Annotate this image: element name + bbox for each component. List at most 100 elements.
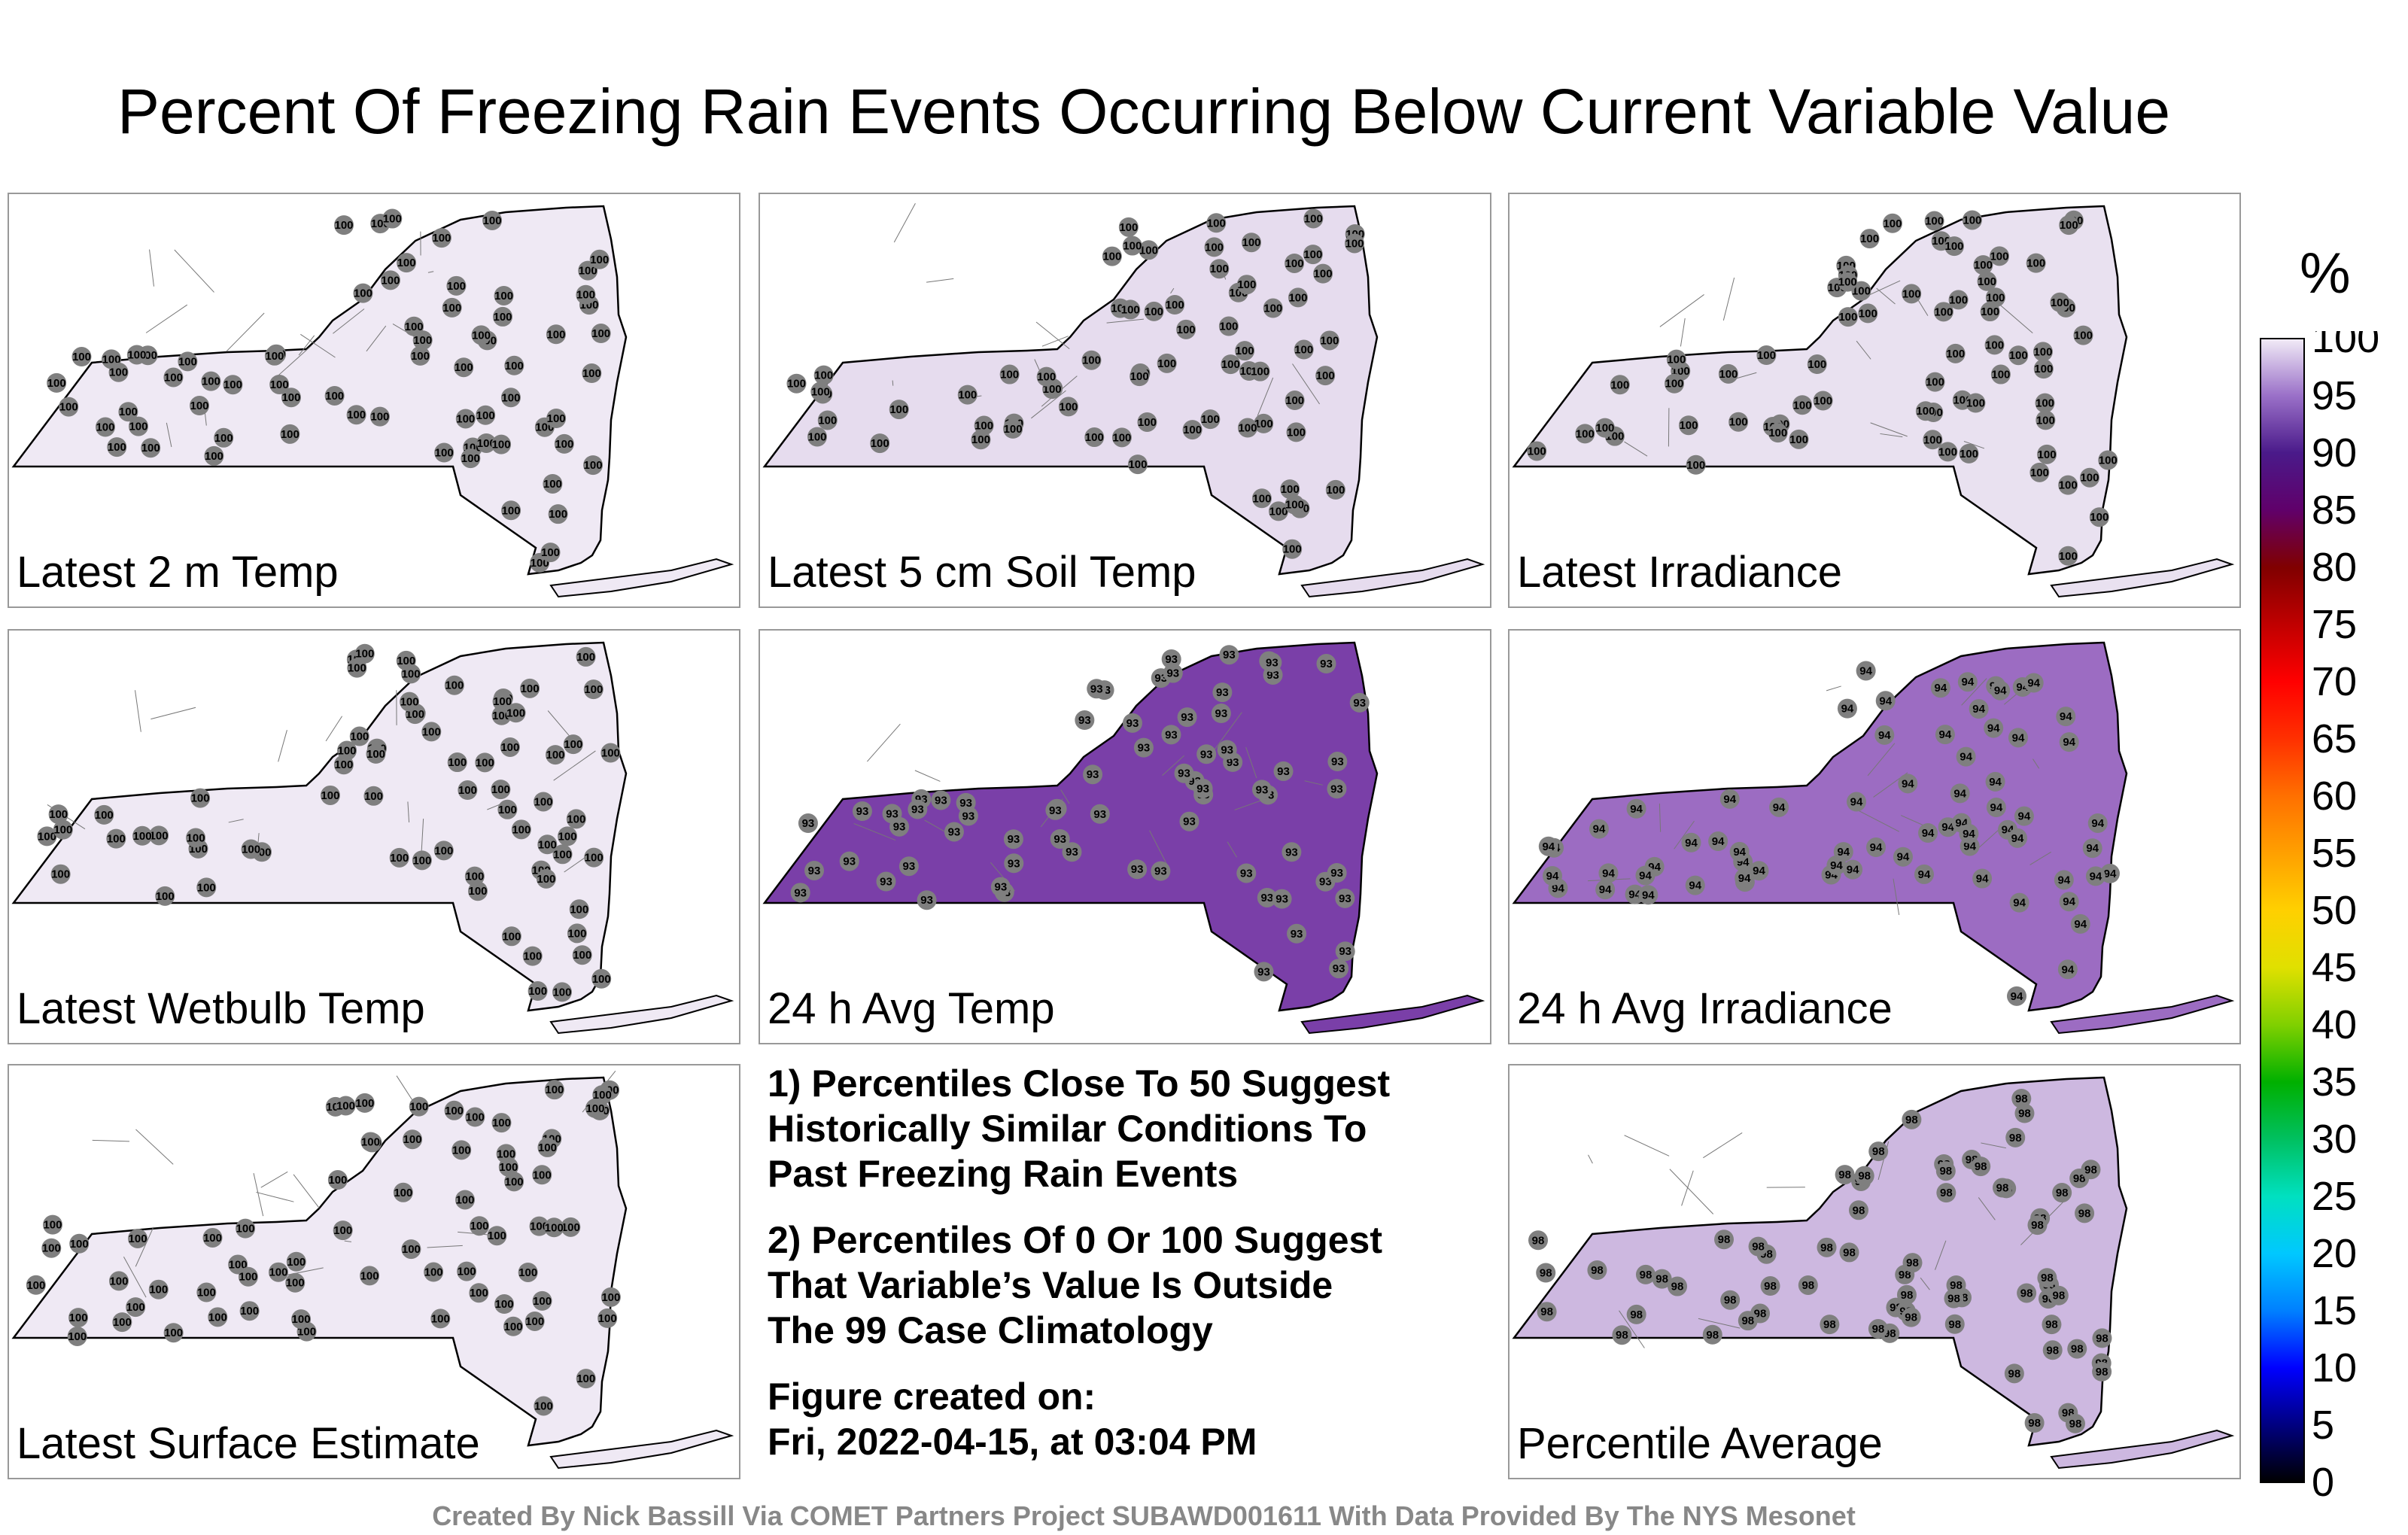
county-line [135,1129,174,1165]
station-marker [1219,645,1239,665]
station-value: 100 [523,950,542,963]
station-value: 100 [1985,339,2004,351]
station-marker [269,374,290,394]
station-marker [196,1282,217,1302]
station-value: 93 [1339,945,1351,958]
station-value: 100 [1852,285,1871,298]
station-value: 100 [1304,212,1323,225]
station-value: 100 [119,406,138,418]
county-line [1681,1170,1694,1206]
station-marker [106,828,126,849]
station-value: 93 [995,881,1008,894]
station-value: 100 [239,1271,257,1284]
station-value: 100 [1838,276,1857,289]
station-value: 100 [197,881,216,894]
long-island-outline [549,1429,734,1470]
station-value: 100 [584,683,603,696]
station-value: 98 [1820,1242,1833,1254]
station-marker [482,210,503,230]
station-value: 100 [590,254,609,266]
station-value: 100 [576,289,595,302]
station-marker [2082,838,2102,859]
station-value: 100 [328,1174,347,1187]
state-outline [1512,1076,2128,1447]
station-value: 100 [150,829,169,842]
station-value: 93 [1087,768,1099,781]
station-marker [1075,710,1095,731]
station-value: 100 [126,1301,145,1314]
county-line [366,325,387,352]
station-marker [1133,737,1154,758]
station-value: 100 [355,648,374,661]
station-marker [202,1227,223,1248]
station-marker [268,1262,288,1282]
station-marker [524,1311,545,1331]
station-marker [2036,410,2056,430]
station-marker [1218,316,1239,336]
station-marker [1144,301,1164,321]
colorbar-tick-label: 25 [2312,1174,2357,1219]
station-value: 100 [164,371,183,384]
station-marker [353,283,373,303]
station-value: 98 [2084,1163,2097,1176]
station-marker [393,1182,413,1202]
station-value: 93 [802,817,815,830]
station-marker [591,324,611,344]
station-marker [163,367,184,388]
station-marker [1242,233,1262,253]
station-marker [501,500,521,521]
station-value: 100 [584,459,603,472]
station-marker [1956,746,1976,767]
station-value: 93 [1275,893,1288,906]
station-value: 100 [512,823,531,836]
station-value: 100 [95,809,114,822]
station-value: 100 [506,707,525,719]
station-marker [470,1216,490,1236]
map-panel: 100 100 100 100 100 100 100 100 100 100 100 100 100 1… [8,629,740,1044]
station-value: 100 [1679,419,1698,432]
station-marker [163,1323,184,1343]
station-marker [1944,1314,1965,1334]
station-value: 100 [533,1169,552,1181]
county-line [149,249,154,287]
station-value: 100 [1665,378,1684,391]
station-marker [1157,353,1177,373]
station-value: 100 [334,758,353,771]
station-marker [1236,863,1257,883]
colorbar-tick-label: 50 [2312,888,2357,933]
station-marker [497,799,518,819]
station-marker [1294,339,1314,360]
station-value: 98 [1671,1281,1684,1293]
station-value: 94 [1878,729,1891,742]
station-value: 94 [1960,751,1972,764]
station-value: 100 [974,420,993,433]
station-value: 100 [336,1100,355,1113]
station-value: 98 [1901,1289,1914,1302]
station-marker [544,1217,564,1238]
colorbar-tick-label: 95 [2312,373,2357,418]
station-marker [1837,698,1857,719]
station-marker [434,442,455,463]
station-value: 98 [2018,1108,2031,1120]
station-marker [1285,253,1305,273]
station-value: 93 [1090,682,1103,695]
station-marker [1935,1161,1956,1181]
station-value: 93 [1215,707,1228,720]
station-value: 98 [1801,1279,1814,1292]
station-value: 100 [573,949,591,962]
station-marker [1681,832,1701,853]
station-value: 93 [1266,669,1279,682]
station-marker [1984,335,2005,355]
station-value: 94 [1599,883,1612,896]
station-value: 100 [350,731,369,743]
station-marker [500,388,521,408]
station-marker [2081,1160,2101,1180]
station-value: 100 [265,350,284,363]
station-value: 100 [555,438,573,451]
station-value: 100 [543,478,562,491]
station-marker [1045,800,1066,820]
station-marker [37,826,57,847]
station-marker [446,275,467,296]
station-value: 100 [333,1224,352,1237]
station-marker [1990,364,2011,385]
